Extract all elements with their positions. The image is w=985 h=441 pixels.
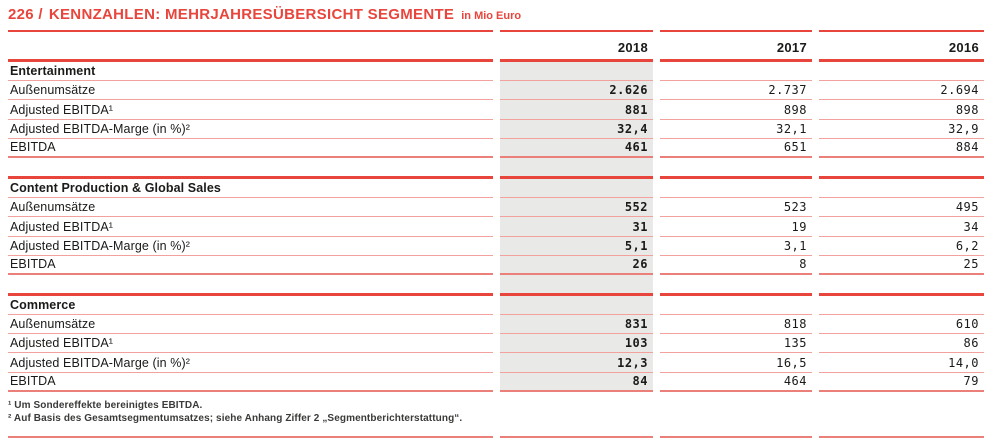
section-title: Entertainment (8, 59, 493, 82)
metric-label: EBITDA (8, 139, 493, 158)
metric-label: Adjusted EBITDA¹ (8, 100, 493, 120)
metric-label: Adjusted EBITDA-Marge (in %)² (8, 237, 493, 256)
segment-section-commerce: Commerce Außenumsätze 831 818 610 Adjust… (8, 292, 984, 392)
table-row: Adjusted EBITDA-Marge (in %)² 5,1 3,1 6,… (8, 237, 984, 256)
table-row: Adjusted EBITDA-Marge (in %)² 32,4 32,1 … (8, 120, 984, 139)
metric-value-2016: 6,2 (819, 237, 984, 256)
section-header-row: Entertainment (8, 59, 984, 82)
metric-value-2017: 818 (660, 315, 812, 335)
metric-value-2018: 552 (500, 198, 653, 218)
metric-value-2016: 25 (819, 256, 984, 275)
table-row: Adjusted EBITDA¹ 31 19 34 (8, 217, 984, 237)
table-row: EBITDA 84 464 79 (8, 373, 984, 392)
section-spacer (8, 275, 984, 293)
metric-value-2018: 103 (500, 334, 653, 354)
metric-value-2016: 495 (819, 198, 984, 218)
metric-value-2018: 26 (500, 256, 653, 275)
footnote-2: ² Auf Basis des Gesamtsegmentumsatzes; s… (8, 412, 463, 424)
metric-value-2017: 16,5 (660, 353, 812, 373)
metric-value-2016: 79 (819, 373, 984, 392)
table-row: Adjusted EBITDA-Marge (in %)² 12,3 16,5 … (8, 353, 984, 373)
year-header-row: 2018 2017 2016 (8, 32, 984, 59)
segment-section-content-production: Content Production & Global Sales Außenu… (8, 175, 984, 275)
metric-label: Außenumsätze (8, 315, 493, 335)
metric-label: EBITDA (8, 256, 493, 275)
metric-value-2018: 12,3 (500, 353, 653, 373)
section-header-row: Content Production & Global Sales (8, 175, 984, 199)
metric-label: Adjusted EBITDA-Marge (in %)² (8, 353, 493, 373)
metric-value-2016: 2.694 (819, 81, 984, 101)
page-title: 226 / KENNZAHLEN: MEHRJAHRESÜBERSICHT SE… (8, 6, 984, 30)
title-text: KENNZAHLEN: MEHRJAHRESÜBERSICHT SEGMENTE (48, 6, 455, 23)
metric-value-2017: 523 (660, 198, 812, 218)
metric-label: Adjusted EBITDA-Marge (in %)² (8, 120, 493, 139)
metric-value-2016: 884 (819, 139, 984, 158)
year-column-header-2018: 2018 (617, 40, 648, 55)
metric-value-2017: 19 (660, 217, 812, 237)
footnote-1: ¹ Um Sondereffekte bereinigtes EBITDA. (8, 399, 203, 411)
metric-value-2016: 610 (819, 315, 984, 335)
unit-label: in Mio Euro (461, 10, 522, 22)
metric-value-2018: 831 (500, 315, 653, 335)
metric-value-2017: 8 (660, 256, 812, 275)
table-row: Außenumsätze 831 818 610 (8, 315, 984, 335)
metric-value-2016: 898 (819, 100, 984, 120)
metric-value-2017: 464 (660, 373, 812, 392)
table-row: Außenumsätze 552 523 495 (8, 198, 984, 218)
metric-value-2017: 898 (660, 100, 812, 120)
metric-value-2017: 3,1 (660, 237, 812, 256)
title-rule (8, 30, 984, 32)
metric-value-2016: 32,9 (819, 120, 984, 139)
bottom-rule (8, 435, 984, 438)
section-spacer (8, 158, 984, 176)
metric-value-2018: 5,1 (500, 237, 653, 256)
section-header-row: Commerce (8, 292, 984, 316)
table-row: EBITDA 461 651 884 (8, 139, 984, 158)
section-title: Commerce (8, 292, 493, 316)
footnotes: ¹ Um Sondereffekte bereinigtes EBITDA. ²… (8, 399, 984, 425)
metric-value-2018: 2.626 (500, 81, 653, 101)
metric-label: Außenumsätze (8, 198, 493, 218)
metric-value-2017: 2.737 (660, 81, 812, 101)
metric-value-2016: 14,0 (819, 353, 984, 373)
table-row: Adjusted EBITDA¹ 103 135 86 (8, 334, 984, 354)
metric-value-2017: 651 (660, 139, 812, 158)
metric-label: Adjusted EBITDA¹ (8, 334, 493, 354)
table-row: Adjusted EBITDA¹ 881 898 898 (8, 100, 984, 120)
metric-value-2018: 881 (500, 100, 653, 120)
metric-label: EBITDA (8, 373, 493, 392)
table-row: Außenumsätze 2.626 2.737 2.694 (8, 81, 984, 101)
segment-section-entertainment: Entertainment Außenumsätze 2.626 2.737 2… (8, 59, 984, 158)
metric-value-2016: 86 (819, 334, 984, 354)
metric-label: Adjusted EBITDA¹ (8, 217, 493, 237)
metric-label: Außenumsätze (8, 81, 493, 101)
section-title: Content Production & Global Sales (8, 175, 493, 199)
metric-value-2018: 461 (500, 139, 653, 158)
year-column-header-2016: 2016 (948, 40, 979, 55)
year-2018-highlight-column (500, 59, 653, 392)
figure-number: 226 / (8, 6, 43, 23)
year-column-header-2017: 2017 (776, 40, 807, 55)
metric-value-2018: 84 (500, 373, 653, 392)
metric-value-2016: 34 (819, 217, 984, 237)
metric-value-2018: 31 (500, 217, 653, 237)
metric-value-2017: 32,1 (660, 120, 812, 139)
metric-value-2018: 32,4 (500, 120, 653, 139)
table-row: EBITDA 26 8 25 (8, 256, 984, 275)
row-label-header (8, 32, 493, 59)
metric-value-2017: 135 (660, 334, 812, 354)
